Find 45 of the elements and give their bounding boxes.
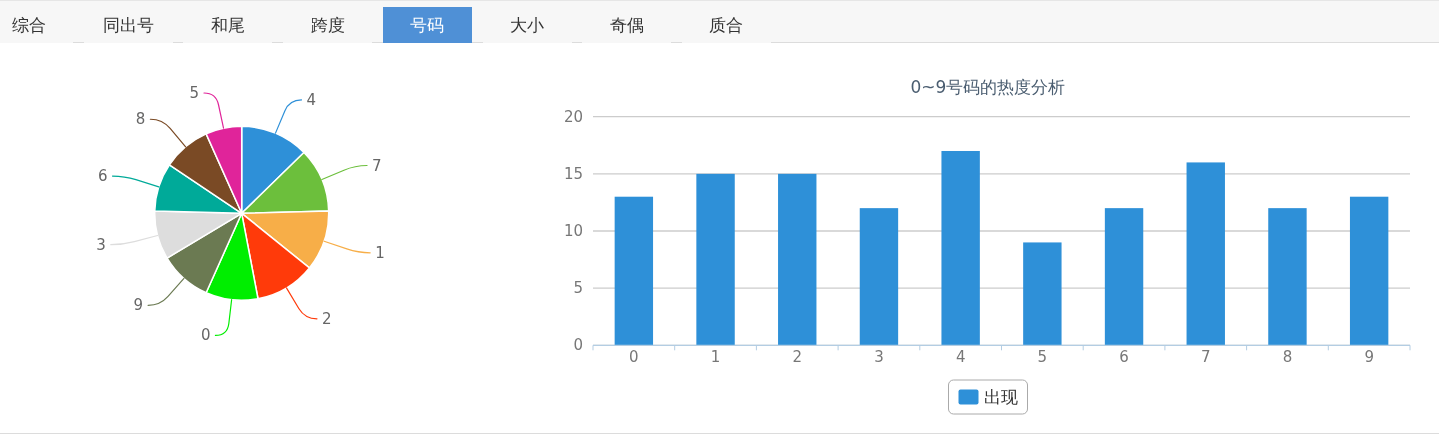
x-tick-label: 5 [1037,348,1048,367]
bar [859,208,899,346]
slice-label: 8 [135,110,146,129]
category-label: 大小 [510,15,544,35]
slice-label: 0 [200,326,211,345]
x-tick-label: 6 [1119,348,1129,367]
y-tick-label: 15 [563,164,583,183]
slice-label: 1 [375,243,385,262]
x-tick-label: 2 [792,348,803,367]
bar [1268,208,1307,346]
category-label: 号码 [410,15,445,35]
slice-label: 3 [96,235,106,254]
category-label: 和尾 [210,15,245,35]
slice-label: 5 [189,84,199,103]
slice-label: 6 [97,167,108,186]
y-tick-label: 0 [573,336,583,355]
x-tick-label: 7 [1200,348,1211,367]
slice-label: 2 [321,309,332,328]
x-tick-label: 1 [710,348,721,367]
category-label: 同出号 [102,15,154,35]
x-tick-label: 9 [1364,348,1374,367]
x-tick-label: 8 [1282,348,1293,367]
y-tick-label: 5 [573,279,583,298]
bar [614,196,654,346]
slice-label: 7 [372,156,382,175]
bar [1186,162,1225,346]
y-tick-label: 20 [563,107,583,126]
bar [1023,242,1062,346]
category-label: 奇偶 [609,15,644,35]
bar [778,173,817,346]
category-label: 质合 [709,15,744,35]
slice-label: 4 [306,90,317,109]
y-tick-label: 10 [563,222,583,240]
x-tick-label: 3 [874,348,884,367]
bar [696,173,735,346]
x-tick-label: 4 [955,348,966,367]
category-label: 跨度 [310,15,345,35]
chart-title: 0~9号码的热度分析 [910,77,1066,97]
bar [1349,196,1389,346]
bar [1104,208,1144,346]
category-label: 综合 [11,15,46,35]
x-tick-label: 0 [629,348,639,367]
slice-label: 9 [133,296,144,315]
legend-label: 出现 [983,387,1018,407]
bar [941,150,980,346]
